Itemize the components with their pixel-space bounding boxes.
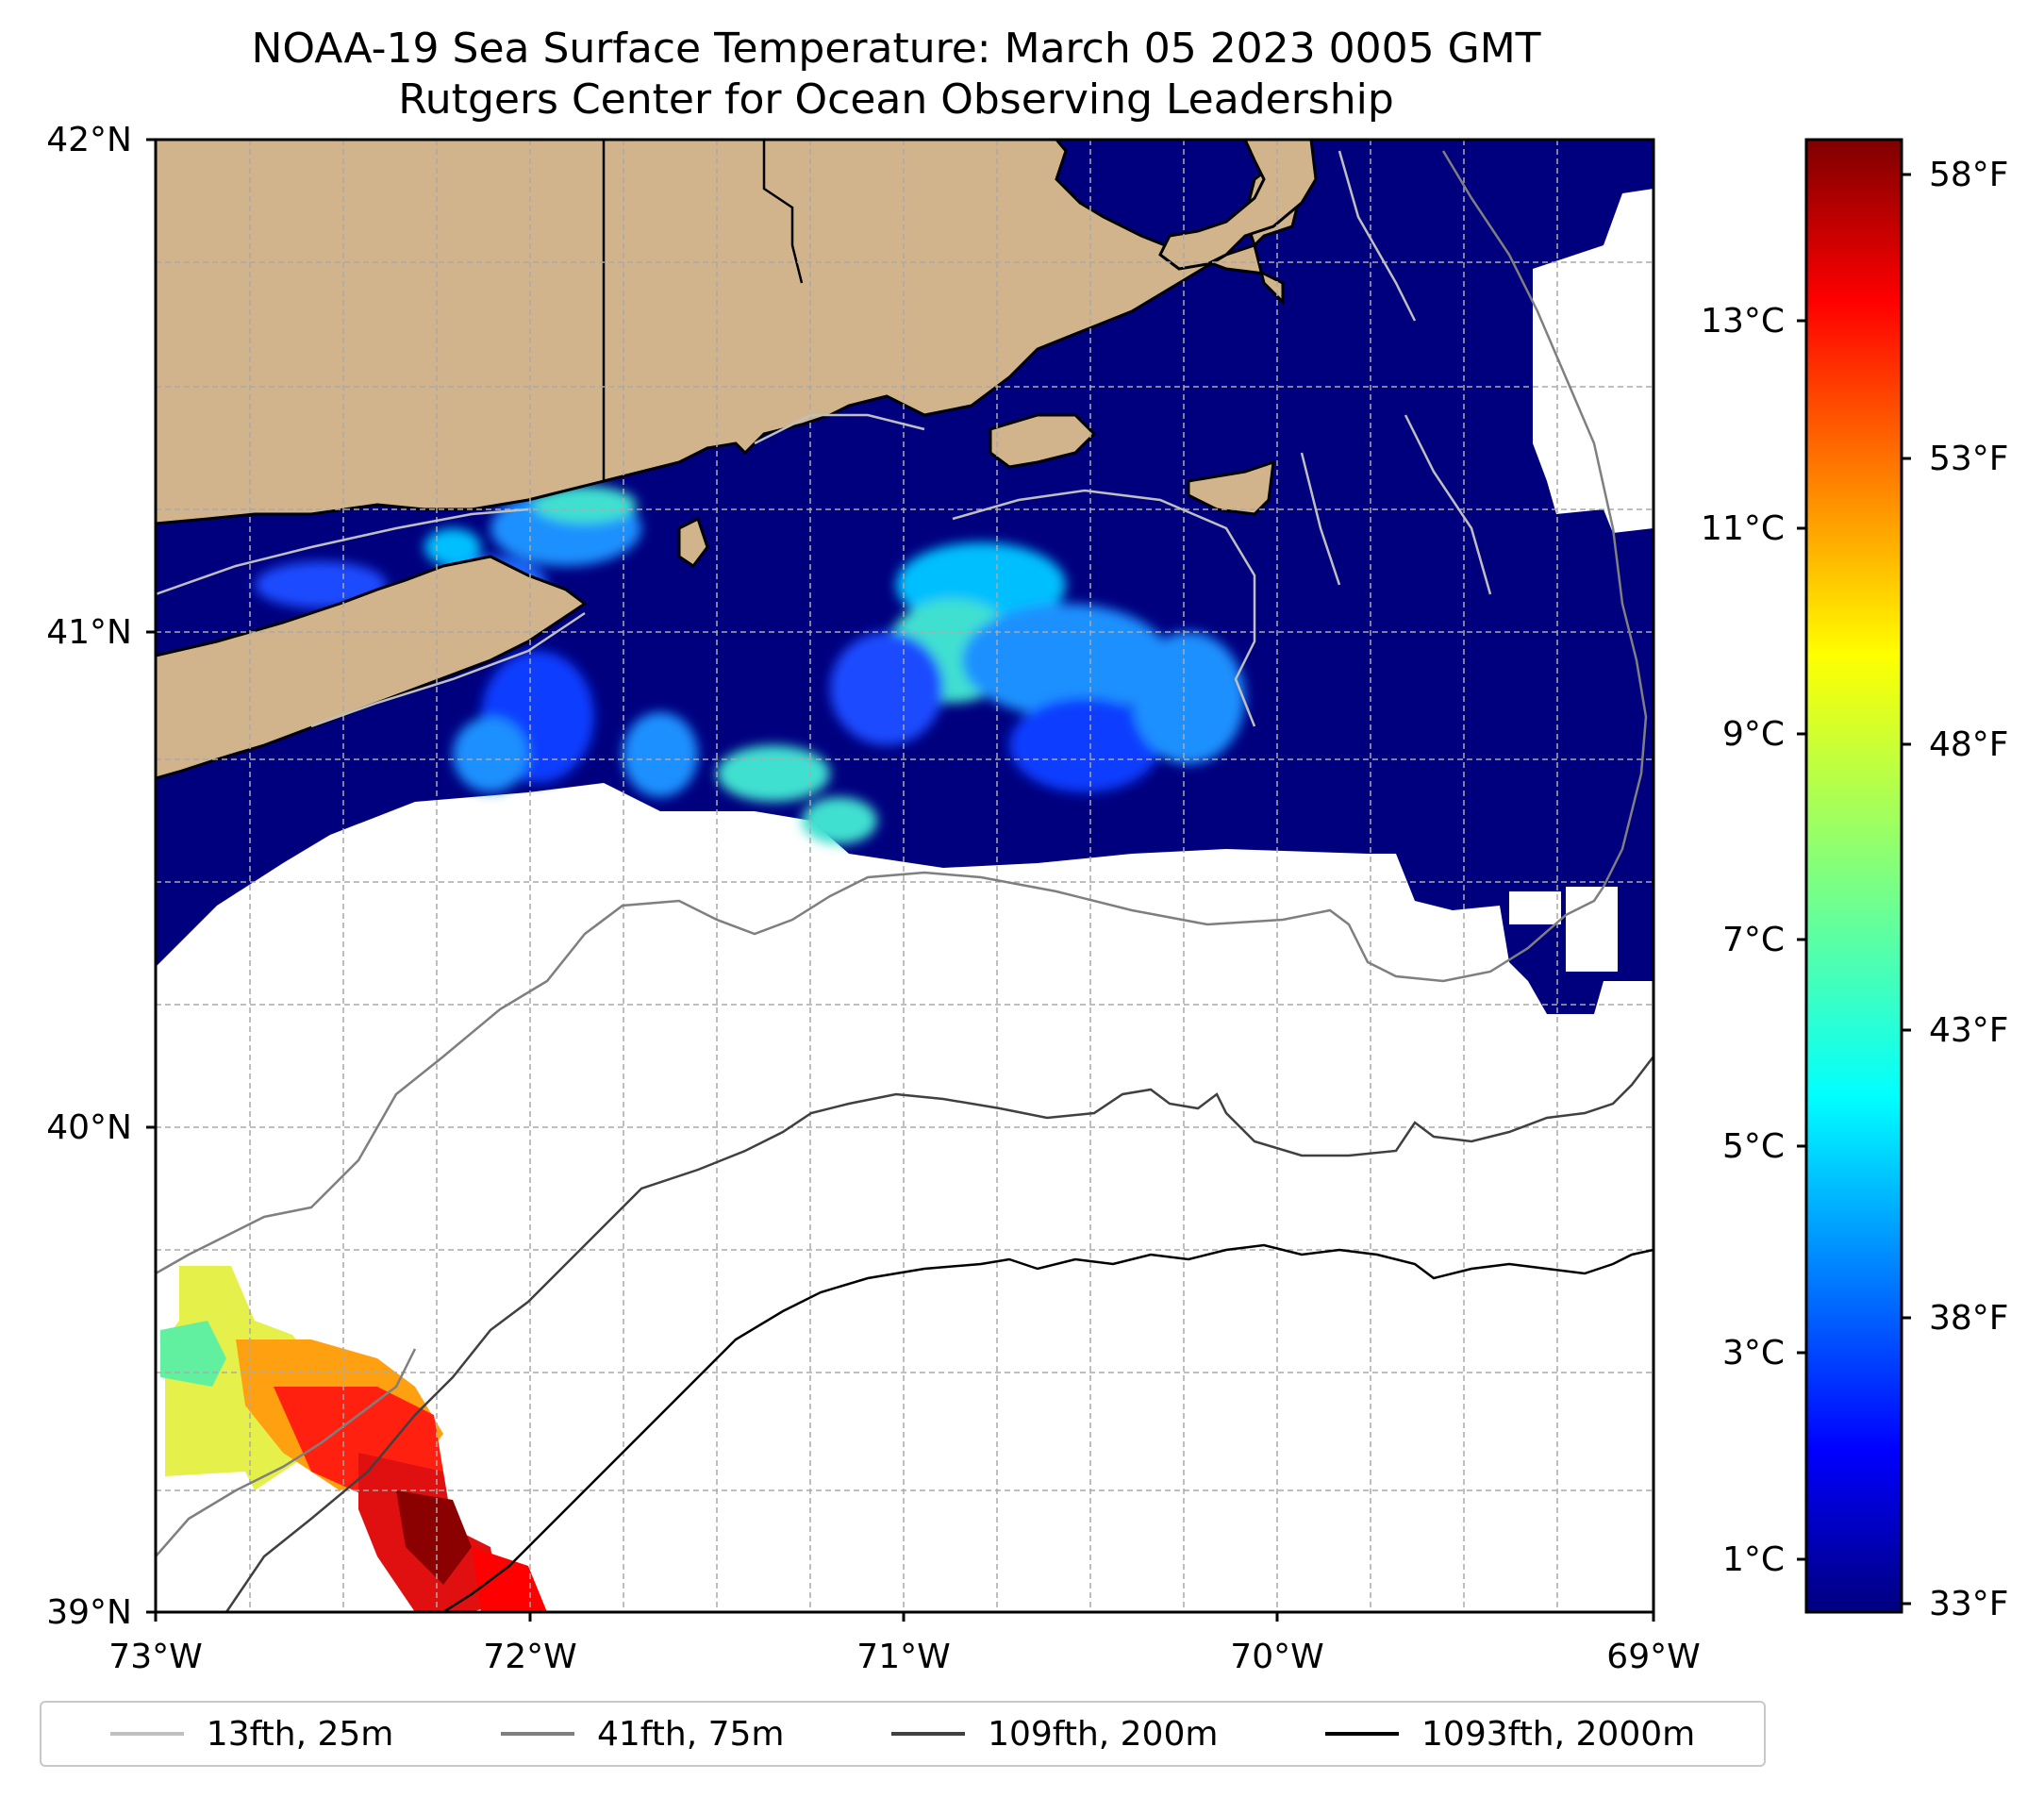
- isobath-legend: 13fth, 25m 41fth, 75m 109fth, 200m 1093f…: [40, 1701, 1766, 1767]
- celsius-tick-label: 13°C: [1701, 302, 1785, 341]
- lon-tick-label: 69°W: [1606, 1638, 1700, 1676]
- legend-label: 41fth, 75m: [596, 1714, 785, 1754]
- lat-tick-label: 42°N: [46, 121, 132, 159]
- lat-tick-label: 41°N: [46, 613, 132, 652]
- lon-tick-label: 73°W: [108, 1638, 202, 1676]
- isobath-200m: [224, 1056, 1653, 1612]
- lon-tick-label: 70°W: [1230, 1638, 1323, 1676]
- isobath-2000m: [442, 1243, 1653, 1612]
- legend-swatch: [1325, 1732, 1400, 1736]
- fahrenheit-tick-label: 48°F: [1929, 725, 2009, 764]
- celsius-tick-label: 1°C: [1722, 1540, 1785, 1579]
- lat-axis: [146, 138, 156, 1614]
- celsius-tick-label: 3°C: [1722, 1334, 1785, 1373]
- colorbar-celsius-ticks: [1797, 319, 1806, 1561]
- legend-swatch: [109, 1732, 184, 1736]
- legend-item-2000m: 1093fth, 2000m: [1325, 1715, 1695, 1754]
- celsius-tick-label: 5°C: [1722, 1127, 1785, 1166]
- land-new-england: [156, 140, 1314, 525]
- legend-swatch: [500, 1732, 574, 1736]
- title-line-1: NOAA-19 Sea Surface Temperature: March 0…: [251, 25, 1541, 73]
- fahrenheit-tick-label: 38°F: [1929, 1299, 2009, 1338]
- land-marthas-vineyard: [989, 413, 1097, 469]
- graticule: [156, 140, 1653, 1612]
- legend-label: 109fth, 200m: [988, 1714, 1219, 1754]
- lon-tick-label: 72°W: [483, 1638, 576, 1676]
- fahrenheit-tick-label: 58°F: [1929, 156, 2009, 194]
- legend-item-25m: 13fth, 25m: [109, 1714, 394, 1754]
- isobaths: [156, 150, 1653, 1612]
- cloud-patch-east: [1533, 189, 1653, 533]
- warm-water-patch-southwest: [160, 1266, 547, 1612]
- cloud-patch-small: [1509, 891, 1561, 924]
- land-block-island: [677, 516, 709, 569]
- title-line-2: Rutgers Center for Ocean Observing Leade…: [398, 75, 1394, 124]
- land-nantucket: [1187, 459, 1275, 516]
- isobath-25m: [156, 150, 1492, 728]
- lat-tick-label: 40°N: [46, 1108, 132, 1147]
- lon-axis: [154, 1612, 1655, 1622]
- legend-item-75m: 41fth, 75m: [500, 1714, 785, 1754]
- lon-tick-label: 71°W: [856, 1638, 950, 1676]
- celsius-tick-label: 11°C: [1701, 509, 1785, 548]
- state-boundaries: [602, 140, 804, 481]
- fahrenheit-tick-label: 43°F: [1929, 1011, 2009, 1050]
- lat-tick-label: 39°N: [46, 1593, 132, 1632]
- fahrenheit-tick-label: 33°F: [1929, 1585, 2009, 1623]
- isobath-75m: [156, 150, 1648, 1557]
- celsius-tick-label: 9°C: [1722, 715, 1785, 754]
- cloud-patch-small: [1566, 887, 1618, 972]
- colorbar-fahrenheit-ticks: [1902, 173, 1911, 1606]
- legend-item-200m: 109fth, 200m: [891, 1715, 1218, 1754]
- land: [156, 140, 1318, 780]
- colorbar: [1804, 138, 1903, 1614]
- fahrenheit-tick-label: 53°F: [1929, 440, 2009, 478]
- celsius-tick-label: 7°C: [1722, 921, 1785, 959]
- legend-label: 13fth, 25m: [206, 1714, 394, 1754]
- legend-swatch: [891, 1732, 966, 1736]
- legend-label: 1093fth, 2000m: [1421, 1714, 1696, 1754]
